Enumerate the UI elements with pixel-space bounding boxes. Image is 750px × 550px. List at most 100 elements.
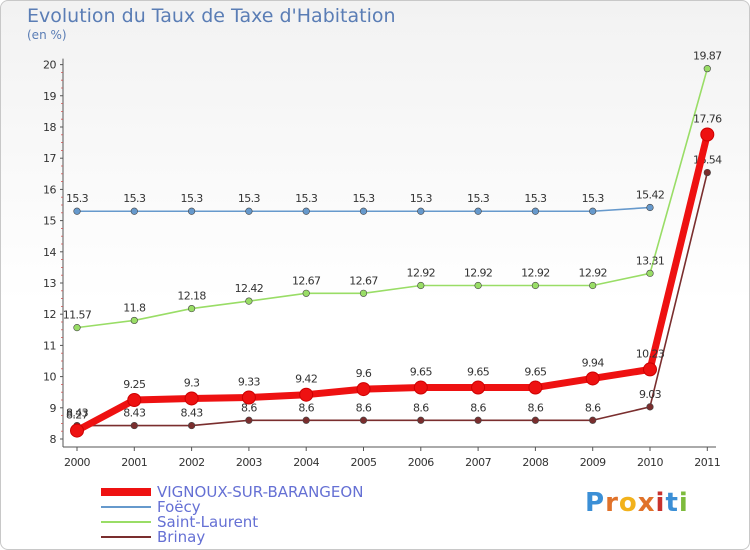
data-label-vignoux-sur-barangeon: 9.25: [123, 378, 146, 391]
x-tick-label: 2001: [121, 456, 147, 469]
y-tick-label: 16: [43, 183, 56, 196]
data-point-saint-laurent: [589, 281, 597, 290]
data-label-fo-cy: 15.42: [636, 188, 665, 201]
data-label-brinay: 9.03: [639, 388, 662, 401]
chart-title: Evolution du Taux de Taxe d'Habitation: [27, 5, 396, 27]
y-tick-label: 15: [43, 215, 56, 228]
data-point-saint-laurent: [359, 289, 368, 297]
data-label-brinay: 8.6: [356, 401, 372, 414]
data-point-saint-laurent: [646, 269, 654, 277]
data-point-saint-laurent: [302, 289, 310, 297]
data-point-vignoux-sur-barangeon: [70, 423, 84, 438]
x-tick-label: 2008: [522, 456, 548, 469]
x-tick-label: 2004: [293, 456, 319, 469]
data-label-fo-cy: 15.3: [238, 192, 261, 205]
y-tick-label: 12: [43, 308, 56, 321]
legend-label: Foëcy: [157, 498, 201, 516]
data-point-vignoux-sur-barangeon: [528, 380, 543, 395]
data-point-fo-cy: [646, 203, 654, 212]
data-label-fo-cy: 15.3: [582, 192, 605, 205]
data-label-fo-cy: 15.3: [410, 192, 433, 205]
data-point-vignoux-sur-barangeon: [184, 391, 199, 406]
data-point-vignoux-sur-barangeon: [585, 371, 600, 386]
data-label-vignoux-sur-barangeon: 10.23: [636, 347, 665, 360]
data-label-fo-cy: 15.3: [352, 192, 375, 205]
data-point-saint-laurent: [474, 281, 482, 290]
data-point-vignoux-sur-barangeon: [241, 390, 256, 405]
data-point-saint-laurent: [130, 316, 138, 325]
data-label-brinay: 8.43: [181, 407, 204, 420]
data-label-vignoux-sur-barangeon: 9.6: [356, 367, 372, 380]
x-tick-label: 2005: [351, 456, 377, 469]
data-label-saint-laurent: 12.18: [177, 290, 206, 303]
data-point-brinay: [703, 168, 711, 177]
data-point-brinay: [302, 416, 310, 424]
data-point-fo-cy: [359, 207, 368, 215]
data-point-fo-cy: [417, 207, 425, 215]
data-label-saint-laurent: 12.92: [578, 266, 607, 279]
x-tick-label: 2006: [408, 456, 434, 469]
y-tick-label: 11: [43, 339, 56, 352]
data-point-fo-cy: [130, 207, 138, 215]
logo-letter: o: [618, 488, 638, 518]
y-tick-label: 19: [43, 90, 56, 103]
logo-letter: x: [637, 488, 656, 518]
data-point-brinay: [531, 416, 540, 424]
data-point-brinay: [417, 416, 425, 424]
data-label-vignoux-sur-barangeon: 9.3: [184, 376, 200, 389]
logo-letter: r: [605, 488, 619, 518]
logo-letter: i: [678, 488, 689, 518]
data-label-fo-cy: 15.3: [181, 192, 204, 205]
data-point-brinay: [245, 416, 253, 424]
series-line-brinay: [76, 171, 709, 427]
data-label-brinay: 8.6: [470, 401, 486, 414]
data-point-saint-laurent: [703, 65, 711, 73]
data-label-vignoux-sur-barangeon: 17.76: [693, 112, 722, 125]
x-tick-label: 2003: [236, 456, 262, 469]
data-point-vignoux-sur-barangeon: [299, 387, 314, 402]
data-label-saint-laurent: 12.67: [349, 274, 378, 287]
logo-letter: i: [655, 488, 666, 518]
data-point-brinay: [474, 416, 482, 424]
data-point-vignoux-sur-barangeon: [413, 380, 428, 395]
data-point-vignoux-sur-barangeon: [700, 127, 715, 142]
data-label-vignoux-sur-barangeon: 9.65: [524, 366, 547, 379]
data-point-brinay: [130, 421, 138, 430]
data-label-vignoux-sur-barangeon: 8.27: [66, 409, 89, 422]
data-point-vignoux-sur-barangeon: [643, 362, 657, 377]
chart-subtitle: (en %): [27, 28, 67, 42]
data-label-fo-cy: 15.3: [123, 192, 146, 205]
data-label-fo-cy: 15.3: [524, 192, 547, 205]
legend-label: VIGNOUX-SUR-BARANGEON: [157, 483, 364, 501]
data-label-fo-cy: 15.3: [295, 192, 318, 205]
data-label-fo-cy: 15.3: [66, 192, 89, 205]
proxiti-logo: Proxiti: [585, 488, 689, 518]
y-tick-label: 17: [43, 152, 56, 165]
data-point-saint-laurent: [245, 297, 253, 305]
data-label-brinay: 8.6: [585, 401, 601, 414]
data-point-brinay: [188, 421, 196, 430]
series-line-vignoux-sur-barangeon: [73, 130, 711, 435]
data-label-brinay: 8.6: [413, 401, 429, 414]
logo-letter: t: [665, 488, 679, 518]
legend-label: Brinay: [157, 528, 206, 546]
y-tick-label: 14: [43, 246, 56, 259]
legend-label: Saint-Laurent: [157, 513, 259, 531]
data-label-fo-cy: 15.3: [467, 192, 490, 205]
data-point-fo-cy: [302, 207, 310, 215]
data-point-fo-cy: [73, 207, 81, 215]
data-label-brinay: 8.43: [123, 407, 146, 420]
data-label-saint-laurent: 13.31: [636, 254, 665, 267]
data-point-saint-laurent: [531, 281, 540, 290]
data-point-vignoux-sur-barangeon: [356, 382, 371, 397]
y-tick-label: 18: [43, 121, 56, 134]
data-label-brinay: 8.6: [528, 401, 544, 414]
series-line-saint-laurent: [76, 67, 709, 329]
data-label-saint-laurent: 12.42: [235, 282, 264, 295]
x-tick-label: 2009: [580, 456, 606, 469]
legend-swatch: [101, 488, 151, 496]
data-point-fo-cy: [245, 207, 253, 215]
y-tick-label: 10: [43, 371, 56, 384]
